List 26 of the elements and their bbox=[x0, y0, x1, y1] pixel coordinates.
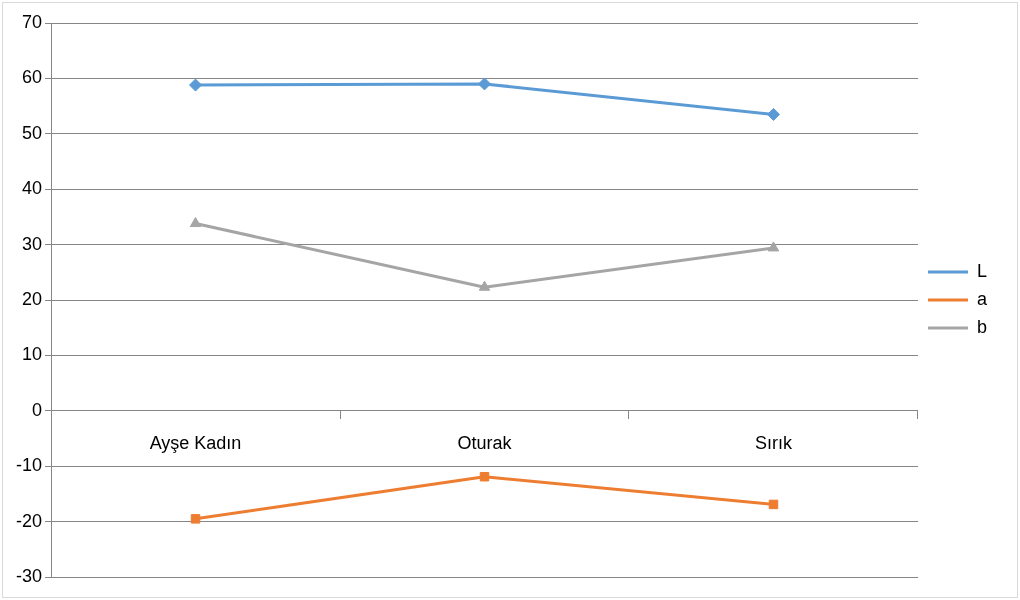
x-tick-label: Sırık bbox=[754, 432, 793, 453]
point bbox=[189, 78, 203, 92]
y-tick-label: -20 bbox=[16, 510, 43, 531]
x-tick-label: Ayşe Kadın bbox=[149, 432, 242, 453]
point bbox=[768, 499, 779, 510]
y-tick-label: 0 bbox=[32, 399, 43, 420]
point bbox=[190, 514, 201, 524]
point bbox=[478, 280, 491, 291]
x-tick-label: Oturak bbox=[457, 432, 513, 453]
legend-label: b bbox=[976, 316, 987, 337]
point bbox=[479, 471, 490, 482]
point bbox=[767, 241, 780, 252]
y-tick-label: 40 bbox=[21, 178, 43, 199]
y-tick-label: 60 bbox=[21, 67, 43, 88]
y-tick-label: 10 bbox=[21, 344, 43, 365]
y-tick-label: 70 bbox=[21, 11, 43, 32]
y-tick-label: -10 bbox=[16, 455, 43, 476]
legend-label: L bbox=[976, 260, 987, 281]
y-tick-label: 20 bbox=[21, 288, 43, 309]
point bbox=[189, 217, 202, 228]
legend-label: a bbox=[976, 288, 988, 309]
point bbox=[478, 77, 491, 91]
point bbox=[766, 107, 780, 121]
y-tick-label: 30 bbox=[21, 233, 43, 254]
y-tick-label: 50 bbox=[21, 122, 43, 143]
y-tick-label: -30 bbox=[16, 565, 43, 586]
